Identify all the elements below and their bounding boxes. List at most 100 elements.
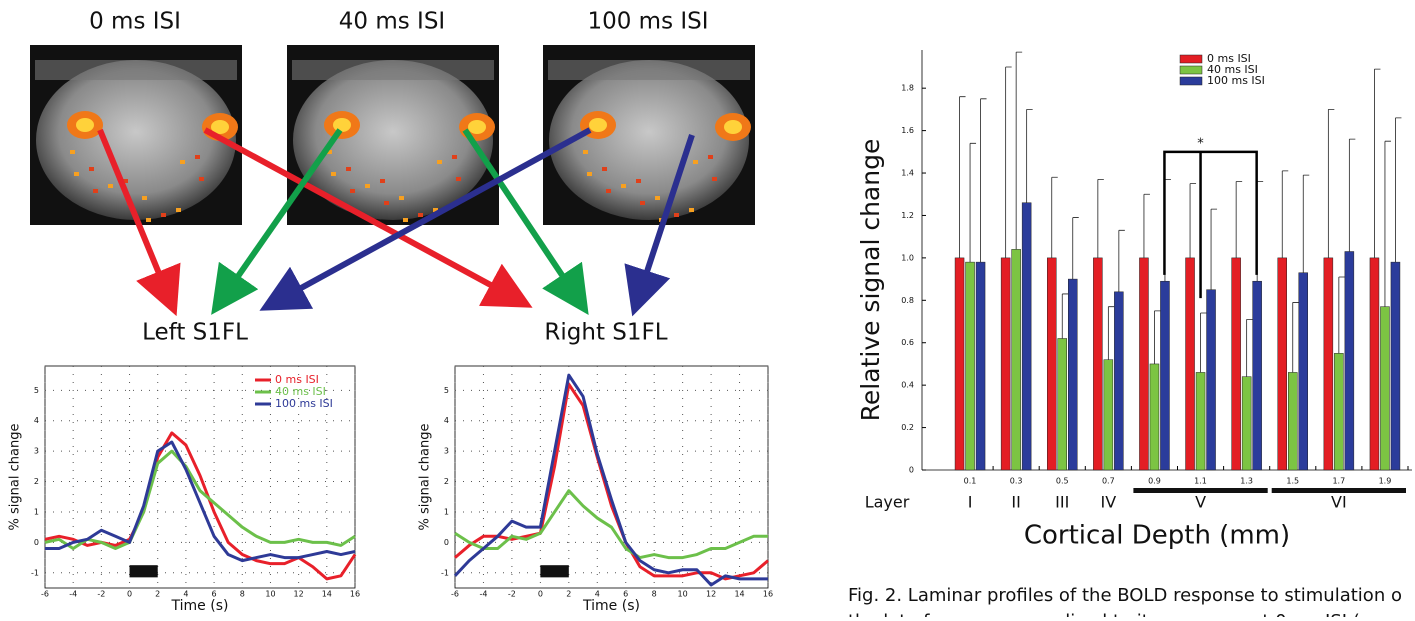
error-bar — [1292, 302, 1299, 373]
y-tick-label: 0 — [444, 538, 449, 547]
series-line — [44, 449, 356, 550]
x-tick-label: 6 — [623, 590, 628, 599]
bar — [1298, 272, 1308, 471]
error-bar — [1026, 108, 1033, 203]
x-tick-label: 0.1 — [964, 477, 977, 486]
brain-top — [292, 60, 494, 80]
x-axis-label: Cortical Depth (mm) — [1024, 521, 1290, 551]
y-tick-label: 4 — [444, 416, 449, 425]
bar — [1103, 359, 1114, 471]
error-bar — [969, 142, 977, 263]
layer-underline — [1271, 488, 1406, 493]
bar — [1000, 257, 1011, 471]
activation-pixel — [380, 179, 385, 183]
x-tick-label: -4 — [69, 590, 77, 599]
bar — [1288, 372, 1298, 471]
layer-label: IV — [1101, 493, 1117, 512]
activation-pixel — [327, 150, 332, 154]
y-axis-label: % signal change — [418, 424, 433, 531]
error-bar — [1348, 138, 1356, 252]
y-tick-label: 0 — [909, 466, 914, 475]
activation-pixel — [146, 218, 151, 222]
series-line — [454, 489, 768, 560]
legend-label: 100 ms ISI — [275, 397, 333, 410]
error-bar — [1154, 310, 1161, 364]
x-tick-label: 10 — [265, 590, 275, 599]
caption: Fig. 2. Laminar profiles of the BOLD res… — [848, 585, 1402, 606]
x-tick-label: 1.1 — [1194, 477, 1207, 486]
error-bar — [1072, 217, 1079, 280]
plot-frame — [44, 365, 356, 589]
activation-pixel — [712, 177, 717, 181]
error-bar — [1256, 181, 1264, 282]
plot-frame — [454, 365, 769, 589]
activation-pixel — [199, 177, 204, 181]
error-bar — [1302, 174, 1310, 273]
y-tick-label: 0.2 — [901, 423, 914, 432]
y-tick-label: 0 — [34, 538, 39, 547]
x-tick-label: 12 — [706, 590, 716, 599]
error-bar — [1200, 312, 1207, 373]
x-axis-label: Time (s) — [582, 598, 640, 614]
error-bar — [980, 98, 987, 263]
brain-top — [35, 60, 237, 80]
y-axis-label: Relative signal change — [856, 139, 885, 422]
activation-pixel — [331, 172, 336, 176]
x-tick-label: 14 — [322, 590, 332, 599]
error-bar — [1395, 117, 1402, 263]
legend-label: 40 ms ISI — [1207, 63, 1258, 76]
x-tick-label: 0.9 — [1148, 477, 1161, 486]
error-bar — [959, 96, 966, 258]
x-tick-label: -2 — [97, 590, 105, 599]
arrow — [97, 128, 181, 317]
arrow — [203, 127, 533, 308]
x-tick-label: 1.9 — [1379, 477, 1392, 486]
error-bar — [1327, 108, 1335, 258]
activation-pixel — [693, 160, 698, 164]
error-bar — [1235, 181, 1243, 258]
y-tick-label: 1.2 — [901, 211, 914, 220]
y-tick-label: 4 — [34, 416, 39, 425]
layer-label: III — [1055, 493, 1069, 512]
activation-pixel — [365, 184, 370, 188]
y-tick-label: 5 — [444, 386, 449, 395]
bar — [1114, 291, 1124, 471]
arrow — [211, 128, 343, 315]
legend-swatch — [1179, 76, 1203, 86]
activation-pixel — [176, 208, 181, 212]
brain-slice — [293, 60, 493, 220]
y-tick-label: 2 — [34, 477, 39, 486]
x-tick-label: 6 — [212, 590, 217, 599]
region-label: Left S1FL — [142, 320, 248, 346]
x-tick-label: -4 — [479, 590, 487, 599]
activation-pixel — [142, 196, 147, 200]
y-tick-label: 1.8 — [901, 84, 914, 93]
layer-label: I — [968, 493, 973, 512]
significance-bracket — [1163, 150, 1258, 299]
bar — [1344, 251, 1355, 471]
bar — [965, 261, 975, 471]
layer-label: II — [1011, 493, 1020, 512]
activation-pixel — [74, 172, 79, 176]
activation-pixel — [108, 184, 113, 188]
activation — [76, 118, 94, 132]
activation-pixel — [437, 160, 442, 164]
y-tick-label: -1 — [441, 568, 449, 577]
bar — [1185, 257, 1195, 471]
y-tick-label: 0.6 — [901, 338, 914, 347]
bar — [1149, 363, 1160, 471]
activation-pixel — [587, 172, 592, 176]
activation-pixel — [602, 167, 607, 171]
error-bar — [1384, 140, 1391, 307]
activation — [468, 120, 486, 134]
stimulus-bar — [540, 565, 569, 578]
image-title: 100 ms ISI — [587, 9, 708, 35]
region-label: Right S1FL — [544, 320, 667, 346]
activation-pixel — [640, 201, 645, 205]
series-line — [44, 431, 357, 581]
activation-pixel — [583, 150, 588, 154]
error-bar — [1107, 306, 1115, 360]
arrow — [624, 134, 695, 317]
x-tick-label: 8 — [240, 590, 245, 599]
